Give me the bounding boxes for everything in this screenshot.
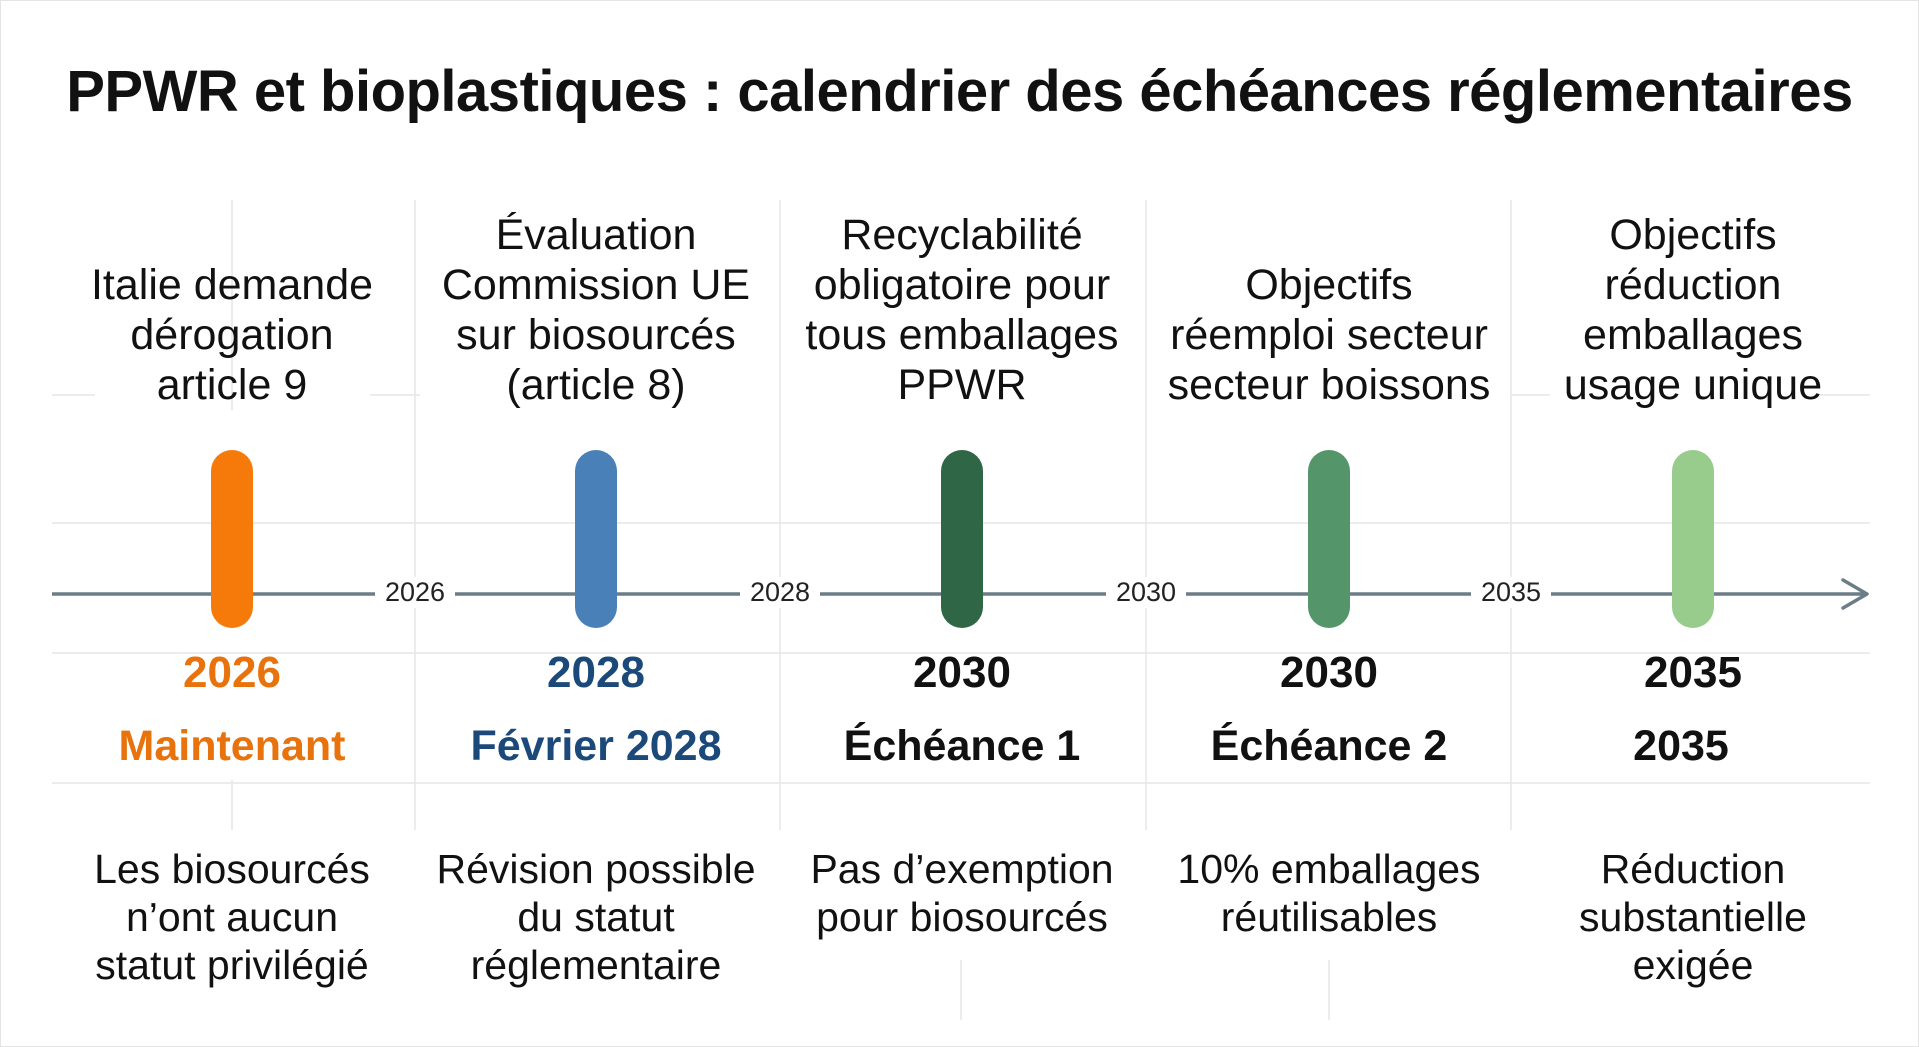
milestone-marker	[1672, 450, 1714, 628]
milestone-year: 2030	[913, 648, 1011, 697]
milestone-label: Évaluation Commission UE sur biosourcés (ar…	[441, 211, 751, 409]
milestone-description: 10% emballages réutilisables	[1177, 846, 1481, 940]
diagram-title: PPWR et bioplastiques : calendrier des é…	[66, 59, 1853, 124]
milestone-year: 2030	[1280, 648, 1378, 697]
milestone-marker	[941, 450, 983, 628]
timeline-arrowhead	[1841, 578, 1869, 610]
milestone-status: Février 2028	[470, 722, 722, 770]
axis-tick-label: 2028	[740, 577, 820, 608]
milestone-description: Réduction substantielle exigée	[1579, 846, 1807, 988]
milestone-marker	[575, 450, 617, 628]
milestone-status: 2035	[1633, 722, 1729, 770]
milestone-marker	[211, 450, 253, 628]
milestone-label: Italie demande dérogation article 9	[90, 261, 374, 409]
milestone-status: Échéance 1	[843, 722, 1081, 770]
axis-tick-label: 2030	[1106, 577, 1186, 608]
milestone-year: 2028	[547, 648, 645, 697]
milestone-label: Objectifs réemploi secteur secteur boisson…	[1167, 261, 1491, 409]
axis-tick-label: 2035	[1471, 577, 1551, 608]
milestone-description: Pas d’exemption pour biosourcés	[810, 846, 1114, 940]
milestone-marker	[1308, 450, 1350, 628]
milestone-year: 2026	[183, 648, 281, 697]
milestone-status: Maintenant	[118, 722, 346, 770]
milestone-label: Recyclabilité obligatoire pour tous emball…	[805, 211, 1119, 409]
milestone-description: Révision possible du statut réglementaire	[436, 846, 756, 988]
axis-tick-label: 2026	[375, 577, 455, 608]
milestone-label: Objectifs réduction emballages usage unique	[1563, 211, 1823, 409]
milestone-status: Échéance 2	[1210, 722, 1448, 770]
milestone-description: Les biosourcés n’ont aucun statut privilég…	[94, 846, 370, 988]
milestone-year: 2035	[1644, 648, 1742, 697]
